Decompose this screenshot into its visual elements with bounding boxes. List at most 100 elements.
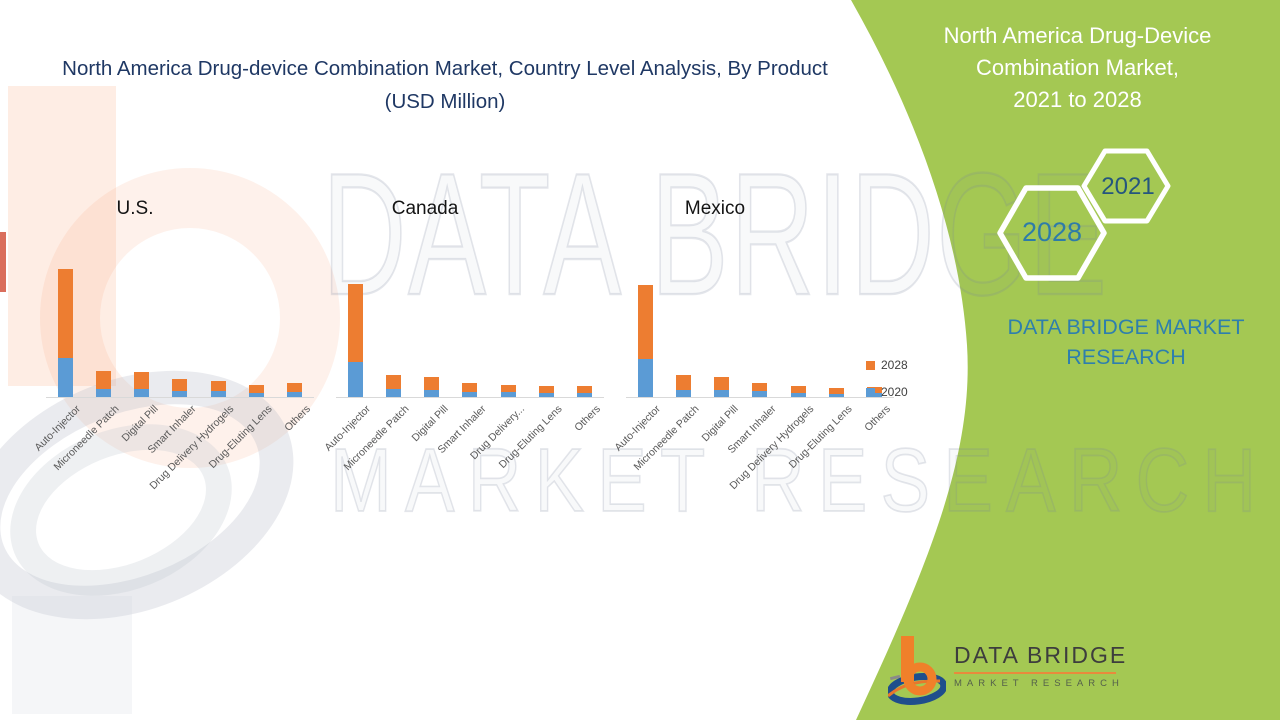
plot-area bbox=[336, 267, 604, 398]
bar-segment-2028 bbox=[577, 386, 593, 393]
legend-item-2020: 2020 bbox=[866, 383, 908, 401]
bar-segment-2020 bbox=[829, 394, 845, 397]
bar-segment-2028 bbox=[714, 377, 730, 390]
chart-country-title: Canada bbox=[391, 198, 459, 219]
bar-segment-2020 bbox=[385, 389, 401, 397]
bar-drug-delivery-hydrogels bbox=[790, 386, 806, 397]
bar-segment-2028 bbox=[637, 285, 653, 359]
legend-item-2028: 2028 bbox=[866, 356, 908, 374]
bar-segment-2028 bbox=[385, 375, 401, 389]
side-panel-heading-line: 2021 to 2028 bbox=[1013, 87, 1142, 112]
bar-segment-2028 bbox=[95, 371, 111, 389]
bar-slot bbox=[161, 379, 199, 397]
bar-auto-injector bbox=[347, 284, 363, 397]
bar-smart-inhaler bbox=[752, 383, 768, 397]
page-title: North America Drug-device Combination Ma… bbox=[62, 57, 828, 113]
bar-segment-2020 bbox=[57, 358, 73, 397]
brand-text: DATA BRIDGE MARKET RESEARCH bbox=[980, 312, 1272, 372]
bar-segment-2020 bbox=[462, 392, 478, 397]
bar-digital-pill bbox=[424, 377, 440, 397]
bar-others bbox=[287, 383, 303, 397]
chart-u-s: U.S. Auto-Injector Microneedle Patch Digita… bbox=[33, 190, 320, 510]
bar-slot bbox=[779, 386, 817, 397]
bar-digital-pill bbox=[714, 377, 730, 397]
year-hexagons-graphic bbox=[997, 148, 1171, 281]
x-axis-label-others: Others bbox=[282, 403, 314, 434]
bar-slot bbox=[276, 383, 314, 397]
chart-country-title: Mexico bbox=[684, 198, 746, 219]
bar-slot bbox=[238, 385, 276, 397]
bar-slot bbox=[741, 383, 779, 397]
hexagon-2028-label: 2028 bbox=[1021, 217, 1083, 247]
bar-segment-2020 bbox=[500, 392, 516, 397]
bar-digital-pill bbox=[134, 372, 150, 397]
bar-segment-2028 bbox=[210, 381, 226, 391]
logo-tagline: MARKET RESEARCH bbox=[954, 678, 1124, 689]
hexagon-2021-label: 2021 bbox=[1101, 173, 1155, 200]
brand-text-line: RESEARCH bbox=[1066, 345, 1186, 369]
data-bridge-logo-icon bbox=[888, 636, 946, 705]
bar-slot bbox=[413, 377, 451, 397]
x-axis-labels: Auto-Injector Microneedle Patch Digital Pi… bbox=[33, 403, 314, 507]
bar-slot bbox=[489, 385, 527, 397]
side-panel-heading: North America Drug-Device Combination Ma… bbox=[905, 20, 1250, 116]
bar-segment-2028 bbox=[752, 383, 768, 391]
bar-segment-2020 bbox=[539, 393, 555, 397]
bar-others bbox=[577, 386, 593, 397]
bar-segment-2028 bbox=[829, 388, 845, 394]
bar-slot bbox=[84, 371, 122, 397]
bar-segment-2028 bbox=[57, 269, 73, 358]
logo-name: DATA BRIDGE bbox=[954, 642, 1128, 668]
side-panel-heading-line: Combination Market, bbox=[976, 55, 1179, 80]
bar-slot bbox=[626, 285, 664, 397]
bar-slot bbox=[336, 284, 374, 397]
bar-drug-delivery bbox=[500, 385, 516, 397]
data-bridge-logo: DATA BRIDGE MARKET RESEARCH bbox=[888, 632, 1138, 712]
bar-drug-eluting-lens bbox=[829, 388, 845, 397]
bar-segment-2020 bbox=[134, 389, 150, 397]
x-axis-labels: Auto-Injector Microneedle Patch Digital Pi… bbox=[613, 403, 894, 507]
bar-segment-2020 bbox=[347, 362, 363, 397]
bar-slot bbox=[199, 381, 237, 397]
bar-segment-2028 bbox=[462, 383, 478, 392]
bar-slot bbox=[528, 386, 566, 397]
bar-segment-2028 bbox=[500, 385, 516, 392]
chart-country-title: U.S. bbox=[116, 198, 154, 219]
bar-segment-2028 bbox=[675, 375, 691, 390]
bar-segment-2020 bbox=[637, 359, 653, 397]
bar-segment-2020 bbox=[249, 393, 265, 397]
bar-smart-inhaler bbox=[172, 379, 188, 397]
bar-drug-eluting-lens bbox=[539, 386, 555, 397]
bar-segment-2028 bbox=[347, 284, 363, 362]
plot-area bbox=[626, 267, 894, 398]
bar-segment-2020 bbox=[210, 391, 226, 397]
bar-segment-2028 bbox=[790, 386, 806, 393]
bar-drug-delivery-hydrogels bbox=[210, 381, 226, 397]
bar-segment-2028 bbox=[287, 383, 303, 392]
bar-segment-2020 bbox=[287, 392, 303, 397]
faded-logo-red-edge bbox=[0, 232, 6, 292]
x-axis-labels: Auto-Injector Microneedle Patch Digital Pi… bbox=[323, 403, 604, 507]
bar-smart-inhaler bbox=[462, 383, 478, 397]
bar-slot bbox=[46, 269, 84, 397]
bar-slot bbox=[566, 386, 604, 397]
brand-text-line: DATA BRIDGE MARKET bbox=[1007, 315, 1245, 339]
bar-segment-2020 bbox=[675, 390, 691, 397]
bar-segment-2028 bbox=[424, 377, 440, 390]
bar-segment-2020 bbox=[790, 393, 806, 397]
bar-microneedle-patch bbox=[95, 371, 111, 397]
bar-auto-injector bbox=[57, 269, 73, 397]
bar-microneedle-patch bbox=[675, 375, 691, 397]
legend-label: 2020 bbox=[881, 385, 908, 399]
chart-canada: Canada Auto-Injector Microneedle Patch Digi… bbox=[323, 190, 610, 510]
bar-segment-2020 bbox=[172, 391, 188, 397]
bar-segment-2028 bbox=[249, 385, 265, 393]
bar-segment-2028 bbox=[539, 386, 555, 393]
bar-slot bbox=[703, 377, 741, 397]
bar-slot bbox=[664, 375, 702, 397]
bar-microneedle-patch bbox=[385, 375, 401, 397]
bar-drug-eluting-lens bbox=[249, 385, 265, 397]
legend-label: 2028 bbox=[881, 358, 908, 372]
logo-divider bbox=[954, 672, 1116, 674]
